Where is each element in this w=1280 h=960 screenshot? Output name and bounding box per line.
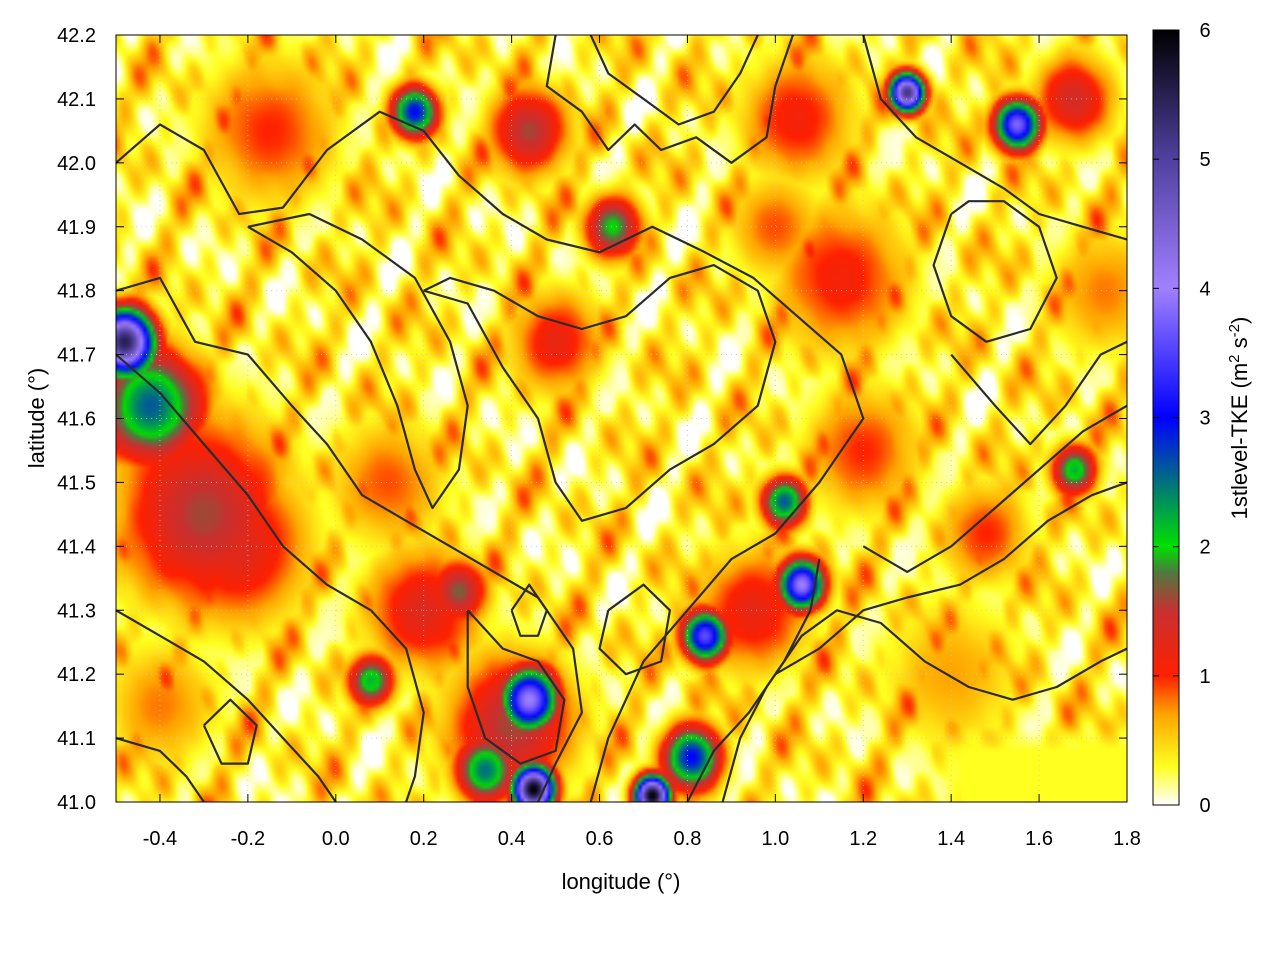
x-axis-title: longitude (°) <box>562 869 681 894</box>
colorbar-tick-label: 6 <box>1199 20 1210 42</box>
contour-line <box>862 35 1127 241</box>
y-tick-label: 41.1 <box>57 728 96 750</box>
contour-line <box>116 353 425 802</box>
colorbar: 0 1 2 3 4 5 6 1stlevel-TKE (m2 s-2) <box>1152 20 1252 817</box>
contour-line <box>774 481 1127 676</box>
x-tick-label: 1.8 <box>1113 828 1141 850</box>
y-tick-label: 41.6 <box>57 409 96 431</box>
y-tick-label: 42.1 <box>57 89 96 111</box>
x-tick-label: 1.0 <box>761 828 789 850</box>
contour-line <box>686 558 821 802</box>
y-tick-label: 42.0 <box>57 153 96 175</box>
x-tick-label: 1.6 <box>1025 828 1053 850</box>
x-axis-ticks: -0.4 -0.2 0.0 0.2 0.4 0.6 0.8 1.0 1.2 1.4 1.6 1.8 <box>143 35 1141 850</box>
contour-line <box>950 340 1127 446</box>
contour-line <box>423 264 777 522</box>
colorbar-tick-label: 3 <box>1199 408 1210 430</box>
x-tick-label: 0.2 <box>410 828 438 850</box>
contour-line <box>862 404 1127 573</box>
x-tick-label: 0.0 <box>322 828 350 850</box>
contour-line <box>116 737 205 802</box>
contour-line <box>116 609 337 802</box>
colorbar-tick-label: 0 <box>1199 795 1210 817</box>
x-tick-label: 0.4 <box>498 828 526 850</box>
y-tick-label: 42.2 <box>57 25 96 47</box>
x-tick-label: 1.4 <box>937 828 965 850</box>
contour-line <box>247 212 469 510</box>
y-axis-title: latitude (°) <box>24 368 49 469</box>
y-axis-ticks: 41.0 41.1 41.2 41.3 41.4 41.5 41.6 41.7 41.8 41.9… <box>57 25 1127 814</box>
contour-line <box>116 110 865 802</box>
orography-contours <box>116 35 1127 802</box>
contour-line <box>545 35 794 164</box>
x-tick-label: 0.8 <box>674 828 702 850</box>
colorbar-tick-label: 2 <box>1199 537 1210 559</box>
x-tick-label: 0.6 <box>586 828 614 850</box>
contour-line <box>932 200 1058 343</box>
contour-line <box>202 698 258 765</box>
y-tick-label: 41.8 <box>57 281 96 303</box>
y-tick-label: 41.7 <box>57 345 96 367</box>
colorbar-ticks: 0 1 2 3 4 5 6 <box>1153 20 1211 817</box>
x-tick-label: -0.2 <box>231 828 265 850</box>
colorbar-tick-label: 1 <box>1199 666 1210 688</box>
contour-line <box>589 35 759 126</box>
grid-lines <box>116 35 1127 802</box>
y-tick-label: 41.3 <box>57 600 96 622</box>
y-tick-label: 41.9 <box>57 217 96 239</box>
contour-line <box>510 583 548 637</box>
contour-line <box>721 609 1127 802</box>
y-tick-label: 41.2 <box>57 664 96 686</box>
colorbar-title: 1stlevel-TKE (m2 s-2) <box>1226 317 1252 520</box>
colorbar-tick-label: 4 <box>1199 278 1210 300</box>
contour-line <box>598 583 671 676</box>
colorbar-tick-label: 5 <box>1199 149 1210 171</box>
x-tick-label: 1.2 <box>849 828 877 850</box>
x-tick-label: -0.4 <box>143 828 177 850</box>
y-tick-label: 41.0 <box>57 792 96 814</box>
contour-line <box>116 276 583 802</box>
contour-line <box>466 609 566 765</box>
y-tick-label: 41.4 <box>57 536 96 558</box>
y-tick-label: 41.5 <box>57 472 96 494</box>
